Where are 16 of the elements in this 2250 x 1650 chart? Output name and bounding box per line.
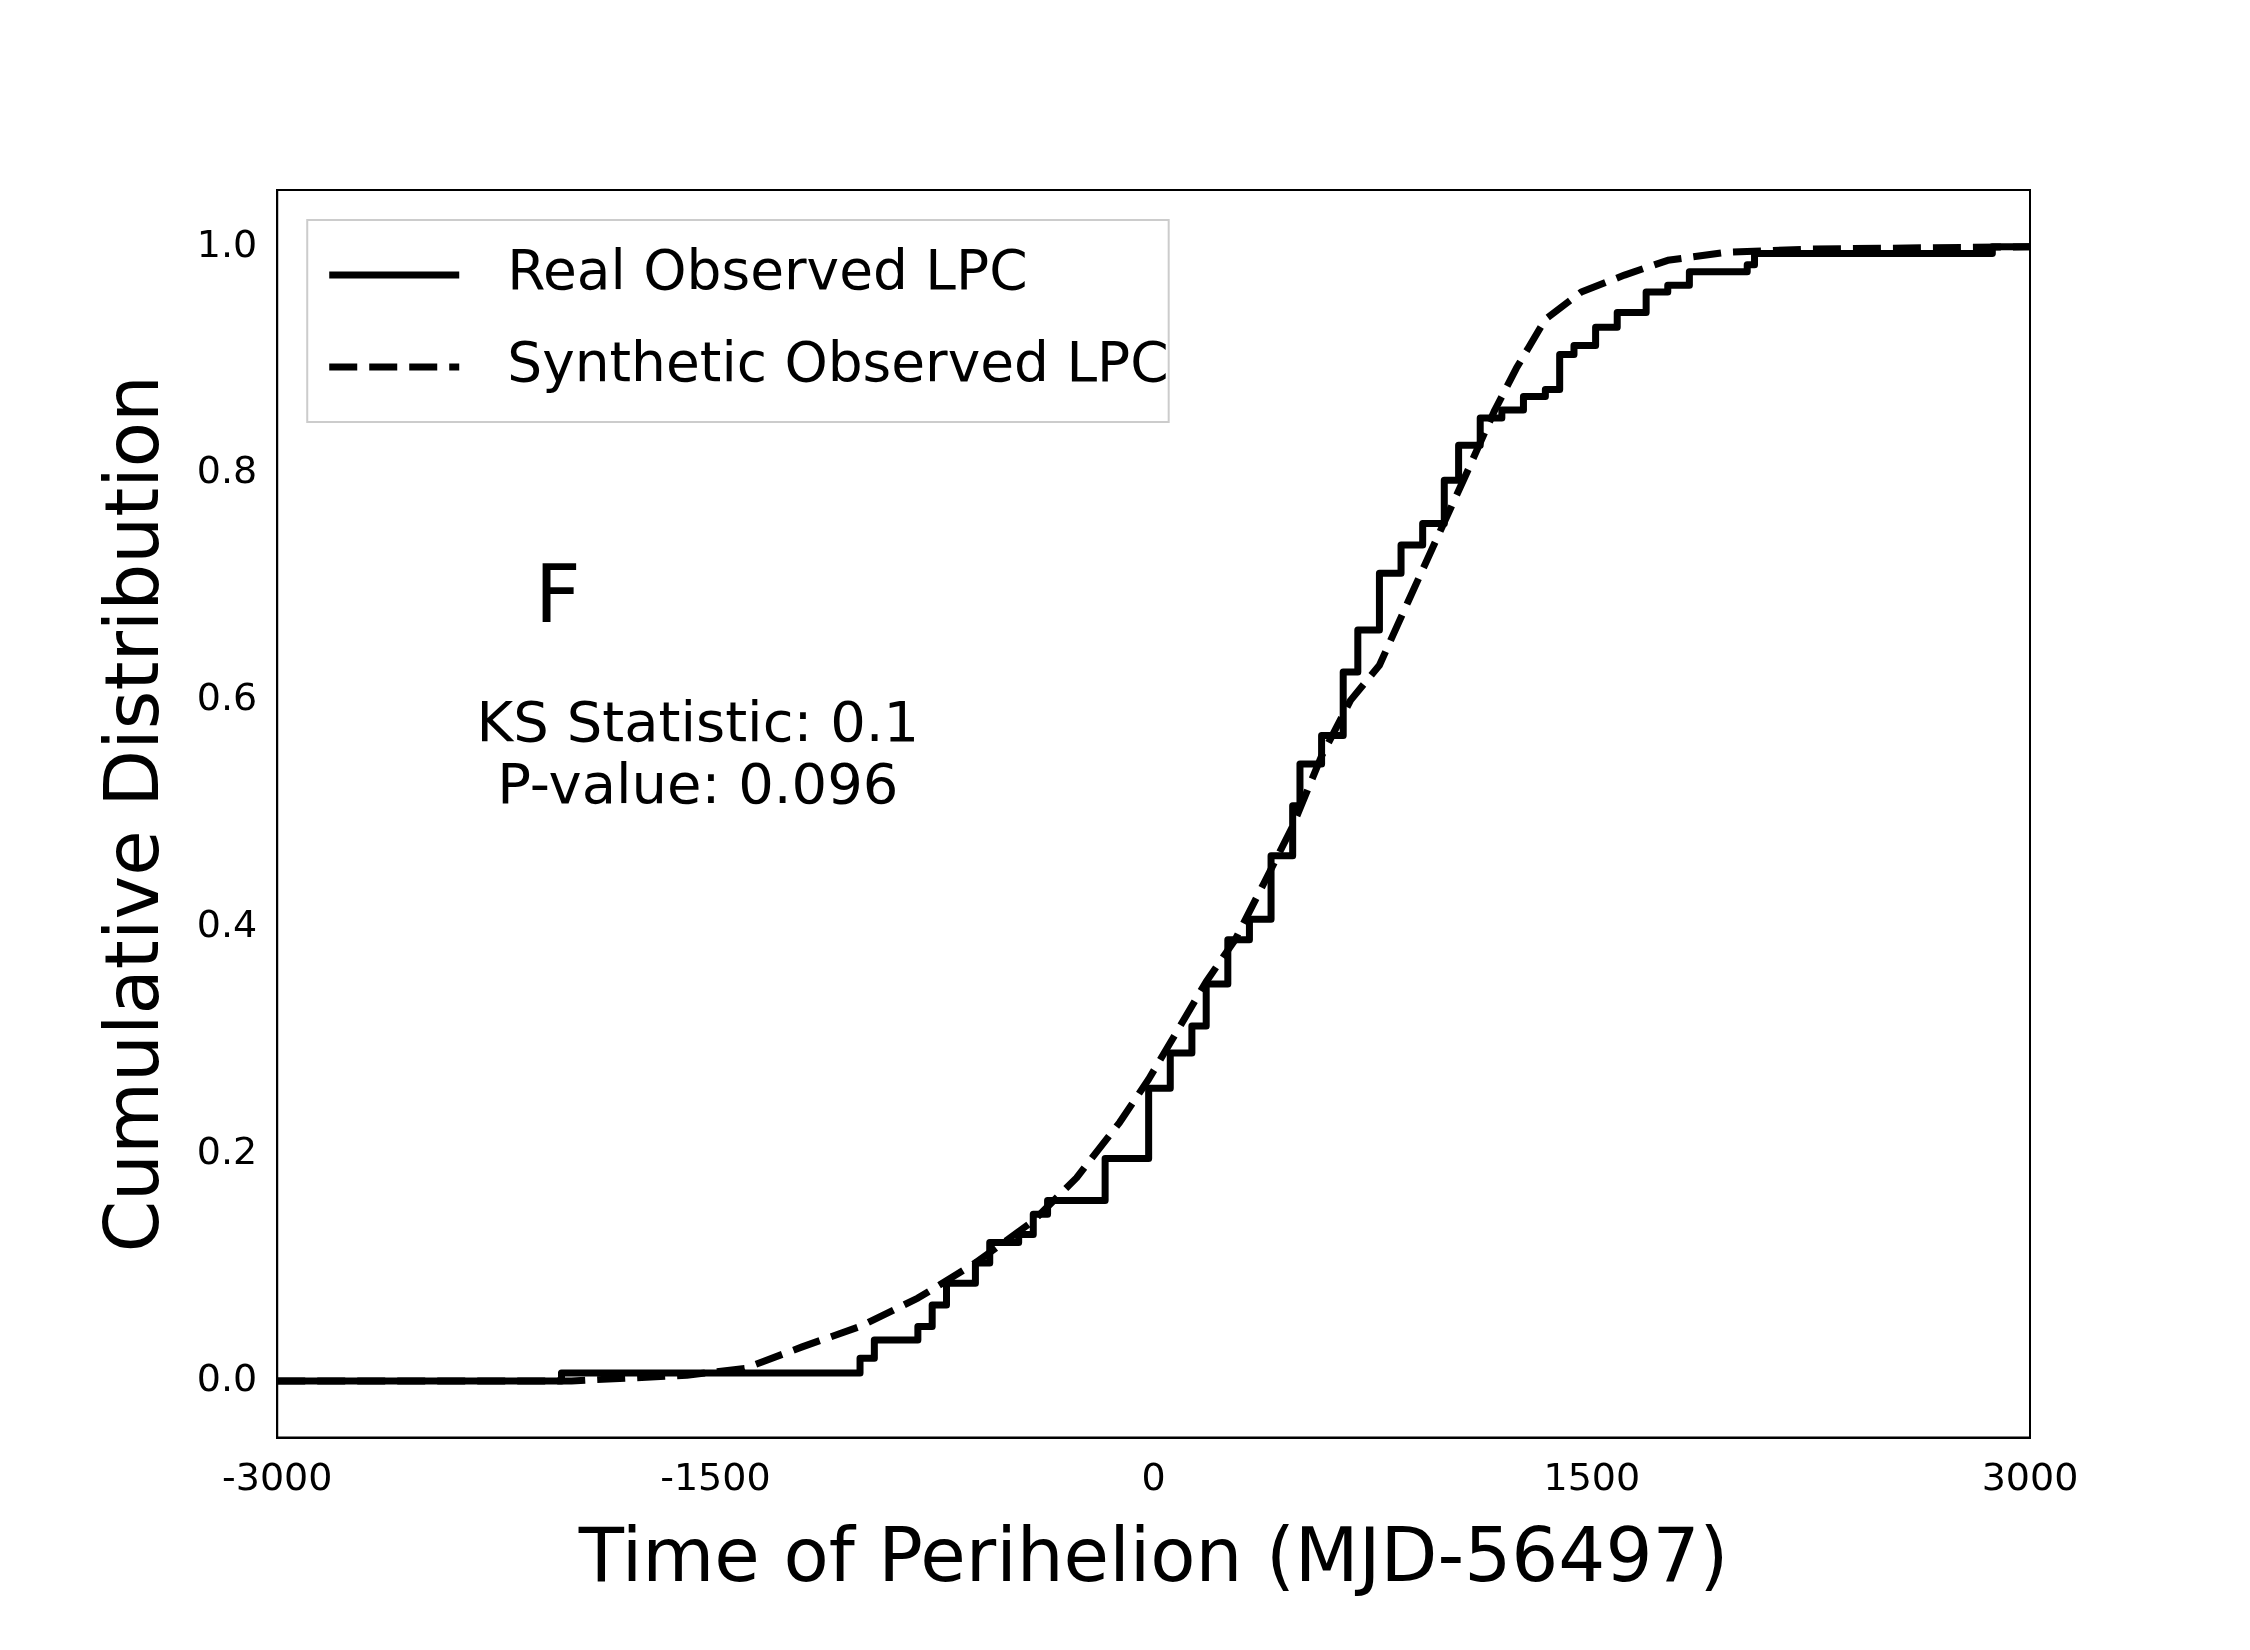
x-tick-label: 0 [1141,1455,1166,1500]
x-tick-label: -1500 [660,1455,771,1500]
x-tick-label: 3000 [1981,1455,2079,1500]
x-tick-label: -3000 [222,1455,333,1500]
x-axis-title: Time of Perihelion (MJD-56497) [577,1511,1729,1598]
y-tick-label: 0.4 [196,902,258,947]
legend-label: Synthetic Observed LPC [507,330,1169,395]
legend-label: Real Observed LPC [507,238,1028,303]
y-tick-label: 0.2 [196,1128,258,1173]
y-tick-label: 0.8 [196,448,258,493]
annotation: F [534,548,581,642]
y-tick-label: 1.0 [196,221,258,266]
x-tick-label: 1500 [1543,1455,1641,1500]
y-axis-title: Cumulative Distribution [88,375,175,1253]
y-tick-label: 0.0 [196,1355,258,1400]
y-tick-label: 0.6 [196,675,258,720]
